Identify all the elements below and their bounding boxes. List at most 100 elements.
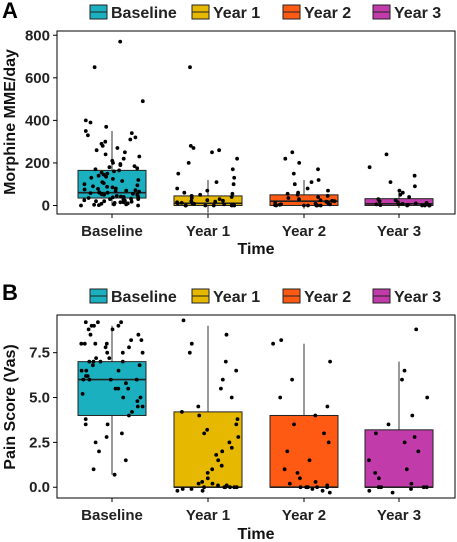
data-point [219,386,223,391]
y-tick-label: 0.0 [29,479,50,496]
data-point [234,422,239,427]
data-point [205,476,210,481]
data-point [298,485,303,490]
data-point [89,175,94,180]
data-point [297,161,302,165]
data-point [82,182,87,187]
data-point [105,190,110,195]
data-point [86,327,91,332]
data-point [421,485,426,490]
data-point [96,320,100,325]
data-point [412,173,417,178]
data-point [409,487,413,491]
panel-label: A [2,0,18,23]
data-point [220,377,225,382]
data-point [120,431,124,436]
data-point [80,392,85,396]
data-point [102,199,107,204]
data-point [123,458,128,463]
data-point [129,131,134,136]
data-point [83,417,88,421]
data-point [390,490,395,495]
data-point [83,422,88,427]
x-tick-label: Year 1 [186,507,230,524]
data-point [84,368,89,373]
data-point [307,458,312,463]
data-point [113,186,118,191]
data-point [216,458,221,463]
data-point [298,476,302,481]
data-point [216,483,220,488]
legend-label: Baseline [111,5,177,22]
legend: Baseline Year 1 Year 2 Year 3 [89,4,441,22]
data-point [137,189,142,194]
data-point [400,377,404,382]
data-point [235,156,240,161]
data-point [306,485,310,490]
data-point [205,427,210,432]
data-point [94,356,98,360]
data-point [217,148,222,153]
data-point [98,359,103,364]
data-point [85,374,90,378]
x-tick-label: Baseline [81,507,143,524]
data-point [93,167,98,172]
data-point [397,188,402,193]
data-point [116,386,121,391]
data-point [88,332,93,337]
data-point [87,377,92,382]
data-point [89,323,94,328]
data-point [198,192,203,197]
data-point [235,417,240,421]
data-point [325,404,330,409]
data-point [188,65,192,70]
data-point [129,338,134,342]
data-point [120,350,125,355]
data-point [108,377,113,382]
data-point [182,190,187,195]
data-point [118,200,123,205]
data-point [97,190,102,195]
data-point [119,194,123,199]
data-point [292,422,296,427]
data-point [188,144,193,148]
data-point [224,332,229,337]
data-point [99,201,104,206]
data-point [326,188,330,193]
data-point [373,471,378,475]
data-point [187,350,192,355]
data-point [205,471,210,475]
data-point [179,201,184,205]
data-point [404,467,409,472]
data-point [104,435,109,439]
points-year-3 [367,327,430,495]
box-body [269,414,339,488]
x-axis-title: Time [237,526,274,542]
data-point [290,150,295,155]
data-point [133,135,138,140]
data-point [104,341,109,346]
data-point [176,171,181,176]
data-point [118,162,123,166]
data-point [121,395,126,400]
data-point [131,191,135,196]
data-point [103,345,108,350]
legend: Baseline Year 1 Year 2 Year 3 [89,288,441,306]
data-point [180,487,185,491]
data-point [222,202,227,207]
data-point [224,483,229,488]
data-point [374,431,378,436]
panel-label: B [2,280,18,305]
data-point [110,158,115,163]
data-point [407,195,411,199]
data-point [410,413,415,418]
data-point [127,345,131,350]
data-point [402,440,407,445]
data-point [325,483,330,488]
x-tick-label: Baseline [81,223,143,240]
legend-label: Year 1 [213,5,260,22]
data-point [313,413,318,418]
data-point [279,202,283,207]
data-point [107,356,112,360]
